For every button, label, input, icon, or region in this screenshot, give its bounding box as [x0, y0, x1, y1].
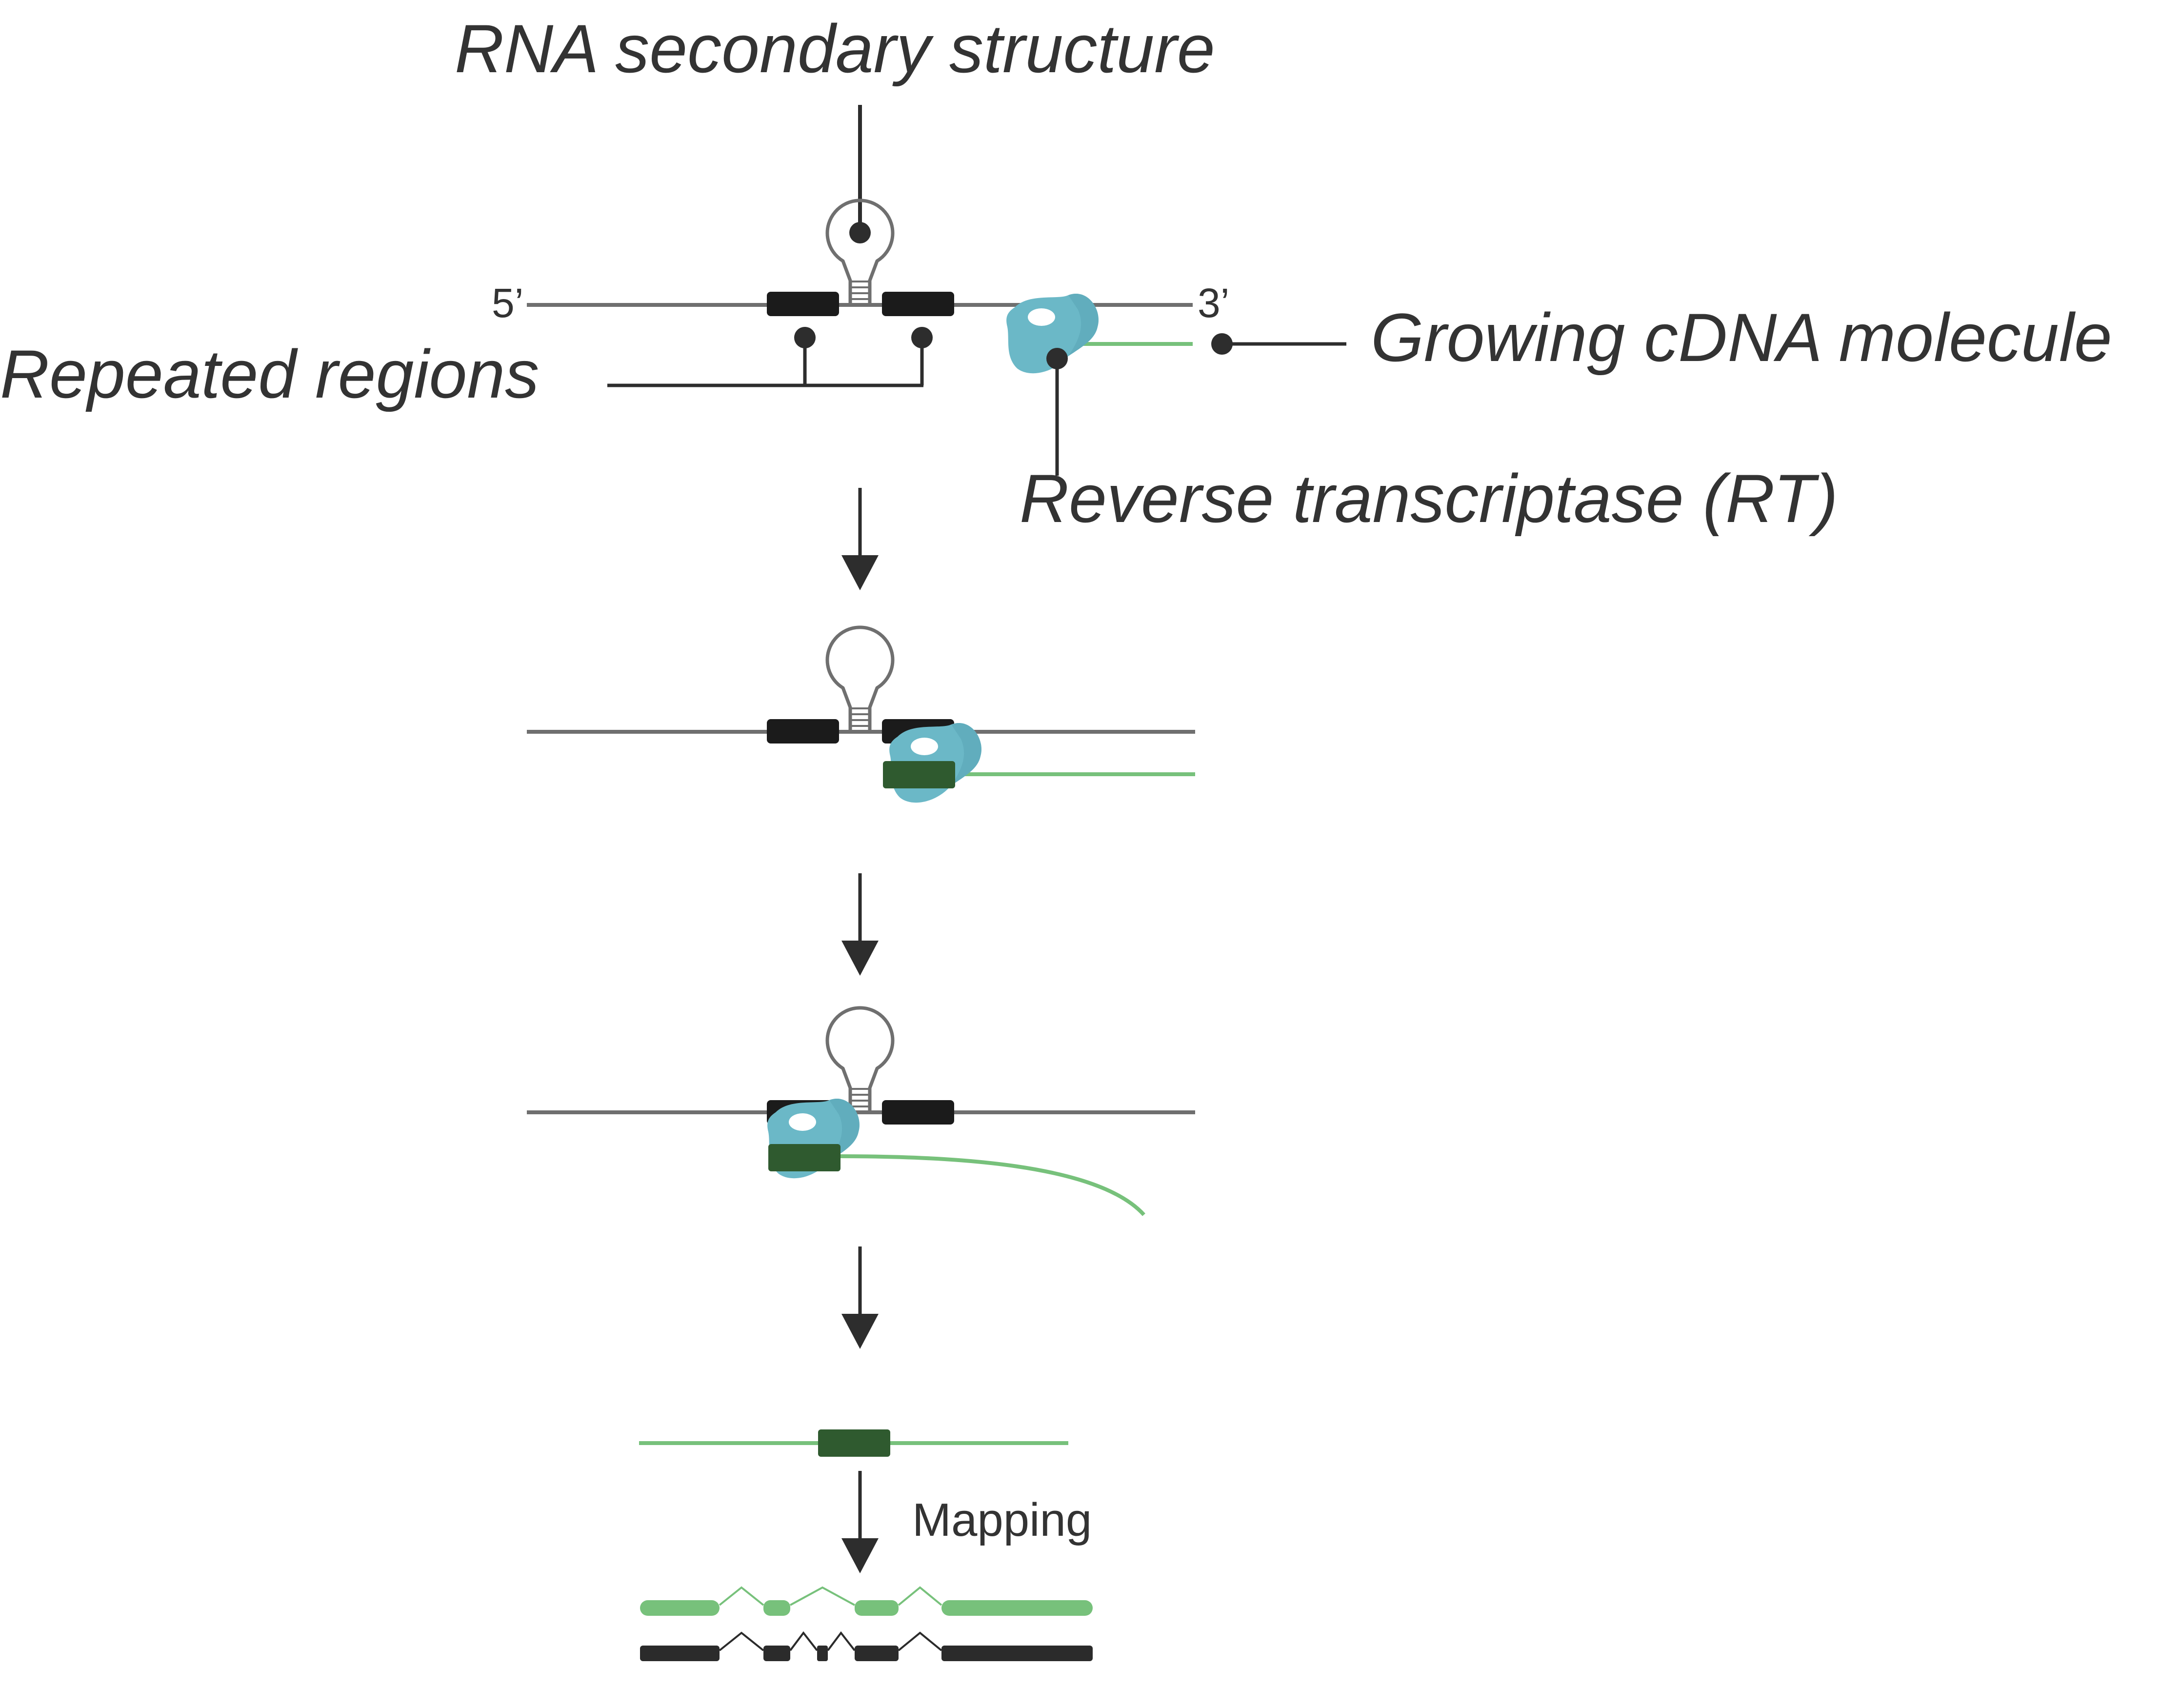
rna-secondary-structure-label: RNA secondary structure [455, 10, 1215, 87]
flow-arrow-icon [841, 1246, 879, 1349]
repeat-block-right [882, 1100, 954, 1125]
hairpin-icon [827, 1008, 893, 1112]
repeat-block-left [767, 719, 839, 743]
panel-4: Mapping [639, 1429, 1093, 1661]
panel-3 [527, 1008, 1195, 1216]
flow-arrow-icon [841, 488, 879, 590]
repeated-regions-label: Repeated regions [0, 336, 539, 412]
three-prime-label: 3’ [1198, 280, 1229, 326]
panel-2 [527, 627, 1195, 803]
rt-pointer [1046, 348, 1068, 476]
panel-1: RNA secondary structure 5’ 3’ Repeated r… [0, 10, 2112, 537]
mapping-arrow-icon [841, 1471, 879, 1573]
repeated-regions-pointer [607, 327, 933, 387]
mapped-read [640, 1586, 1093, 1616]
cdna-repeat-block [768, 1144, 840, 1171]
reverse-transcriptase-label: Reverse transcriptase (RT) [1020, 460, 1838, 537]
repeat-block-right [882, 292, 954, 316]
rna-structure-pointer [849, 105, 871, 243]
flow-arrow-icon [841, 873, 879, 976]
cdna-pointer [1211, 333, 1346, 355]
growing-cdna [839, 1154, 1145, 1216]
growing-cdna-label: Growing cDNA molecule [1371, 299, 2112, 376]
repeat-block-left [767, 292, 839, 316]
five-prime-label: 5’ [492, 280, 523, 326]
mapping-label: Mapping [912, 1494, 1092, 1546]
cdna-repeat-block [818, 1429, 890, 1457]
reference-gene-model [640, 1631, 1093, 1661]
hairpin-icon [827, 627, 893, 732]
cdna-repeat-block [883, 761, 955, 788]
